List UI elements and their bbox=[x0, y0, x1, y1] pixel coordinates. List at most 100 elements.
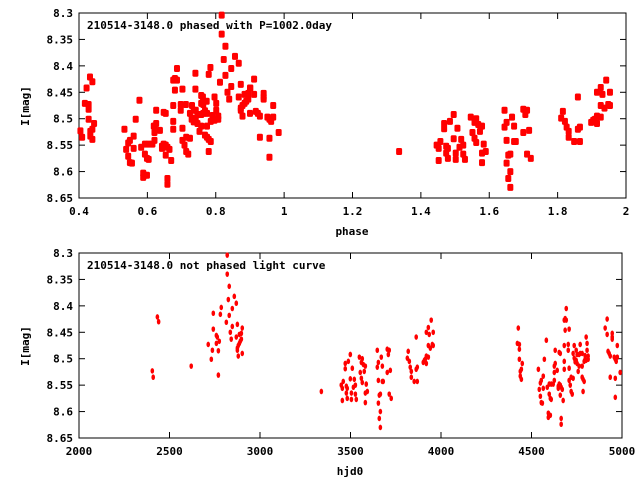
data-point bbox=[136, 96, 143, 104]
x-tick-label: 1 bbox=[281, 205, 288, 218]
data-point bbox=[123, 145, 130, 153]
data-point bbox=[155, 314, 160, 320]
data-point bbox=[571, 350, 575, 357]
data-point bbox=[520, 128, 527, 136]
data-point bbox=[562, 366, 567, 373]
y-tick-label: 8.5 bbox=[53, 113, 73, 126]
data-point bbox=[518, 368, 523, 375]
data-point bbox=[509, 113, 516, 121]
data-point bbox=[379, 354, 384, 360]
data-point bbox=[162, 109, 169, 117]
data-point bbox=[452, 155, 459, 163]
data-point bbox=[435, 156, 442, 164]
data-point bbox=[386, 351, 391, 358]
data-point bbox=[91, 119, 98, 127]
data-point bbox=[613, 394, 618, 401]
data-point bbox=[467, 113, 474, 121]
data-point bbox=[150, 368, 155, 374]
data-point bbox=[479, 122, 486, 130]
data-point bbox=[615, 342, 620, 349]
data-point bbox=[564, 317, 569, 323]
data-point bbox=[375, 347, 380, 354]
data-point bbox=[476, 127, 483, 135]
data-point bbox=[576, 368, 580, 375]
data-point bbox=[566, 341, 571, 348]
data-point bbox=[151, 128, 158, 136]
data-point bbox=[427, 331, 432, 338]
data-point bbox=[343, 360, 348, 367]
data-point bbox=[542, 356, 547, 363]
data-point bbox=[574, 93, 581, 101]
data-point bbox=[452, 149, 459, 157]
data-point bbox=[565, 127, 572, 135]
data-point bbox=[247, 84, 254, 92]
light-curve-plot-ylabel: I[mag] bbox=[19, 326, 32, 366]
data-point bbox=[198, 122, 205, 130]
light-curve-plot-xlabel: hjd0 bbox=[337, 465, 364, 478]
data-point bbox=[553, 347, 558, 354]
data-point bbox=[567, 365, 571, 372]
data-point bbox=[162, 151, 169, 159]
data-point bbox=[266, 134, 273, 142]
data-point bbox=[597, 84, 604, 92]
data-point bbox=[574, 125, 581, 133]
data-point bbox=[143, 171, 150, 179]
data-point bbox=[340, 397, 345, 404]
data-point bbox=[240, 325, 245, 331]
data-point bbox=[584, 357, 588, 364]
data-point bbox=[230, 305, 235, 312]
data-point bbox=[239, 112, 246, 120]
data-point bbox=[558, 392, 563, 398]
data-point bbox=[239, 336, 244, 342]
data-point bbox=[185, 150, 192, 158]
data-point bbox=[562, 358, 567, 365]
data-point bbox=[527, 154, 534, 162]
data-point bbox=[173, 65, 180, 72]
y-tick-label: 8.5 bbox=[53, 353, 73, 366]
data-point bbox=[350, 365, 355, 372]
data-point bbox=[537, 386, 542, 393]
data-point bbox=[605, 316, 609, 322]
data-point bbox=[547, 391, 552, 397]
data-point bbox=[378, 408, 383, 415]
data-point bbox=[359, 375, 364, 382]
data-point bbox=[376, 377, 381, 384]
data-point bbox=[565, 133, 572, 141]
data-point bbox=[570, 391, 575, 397]
data-point bbox=[213, 106, 220, 114]
data-point bbox=[151, 136, 158, 144]
data-point bbox=[522, 110, 529, 118]
data-point bbox=[234, 300, 239, 307]
data-point bbox=[406, 348, 411, 355]
data-point bbox=[151, 122, 158, 130]
data-point bbox=[501, 123, 508, 131]
data-point bbox=[441, 119, 448, 127]
data-point bbox=[603, 76, 610, 84]
data-point bbox=[211, 116, 218, 124]
data-point bbox=[461, 155, 468, 163]
data-point bbox=[237, 80, 244, 88]
data-point bbox=[231, 52, 238, 60]
data-point bbox=[552, 377, 557, 384]
data-point bbox=[479, 159, 486, 167]
data-point bbox=[469, 128, 476, 136]
data-point bbox=[235, 347, 240, 354]
data-point bbox=[606, 88, 613, 96]
data-point bbox=[365, 388, 370, 395]
data-point bbox=[170, 102, 177, 109]
data-point bbox=[581, 388, 585, 395]
data-point bbox=[125, 152, 132, 160]
data-point bbox=[512, 137, 519, 145]
data-point bbox=[235, 59, 242, 67]
data-point bbox=[610, 336, 615, 342]
data-point bbox=[216, 372, 221, 378]
data-point bbox=[552, 363, 557, 369]
data-point bbox=[387, 347, 392, 354]
data-point bbox=[200, 100, 207, 108]
data-point bbox=[503, 136, 510, 144]
data-point bbox=[235, 93, 242, 101]
data-point bbox=[572, 342, 577, 349]
plot-frame bbox=[78, 252, 623, 439]
data-point bbox=[145, 155, 152, 163]
data-point bbox=[555, 367, 560, 374]
